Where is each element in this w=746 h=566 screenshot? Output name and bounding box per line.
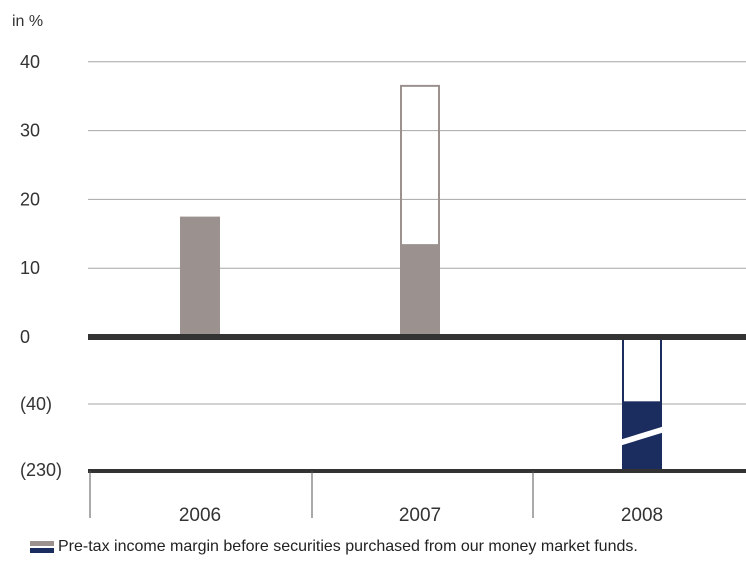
- legend-swatch: [30, 541, 54, 553]
- legend-label: Pre-tax income margin before securities …: [58, 538, 638, 555]
- y-tick-label: (230): [20, 460, 62, 480]
- x-category-label: 2007: [399, 505, 441, 526]
- y-tick-label: 30: [20, 121, 40, 141]
- y-tick-label: 10: [20, 258, 40, 278]
- y-axis-tick-labels: 40 30 20 10 0 (40) (230): [20, 52, 62, 480]
- bars: [180, 84, 668, 470]
- x-category-label: 2006: [179, 505, 221, 526]
- bar-2007: [400, 244, 440, 337]
- bar-2008-before-securities: [622, 336, 662, 404]
- y-tick-label: 20: [20, 189, 40, 209]
- y-tick-label: 0: [20, 327, 30, 347]
- y-tick-label: (40): [20, 394, 52, 414]
- bar-2006: [180, 216, 220, 337]
- axis-break-mark: [616, 425, 668, 447]
- x-axis-category-labels: 2006 2007 2008: [179, 505, 663, 526]
- y-axis-unit-label: in %: [12, 13, 43, 30]
- y-tick-label: 40: [20, 52, 40, 72]
- legend-swatch-gray: [30, 541, 54, 546]
- legend: Pre-tax income margin before securities …: [30, 538, 638, 556]
- legend-swatch-navy: [30, 548, 54, 553]
- axes: [88, 334, 746, 518]
- x-category-label: 2008: [621, 505, 663, 526]
